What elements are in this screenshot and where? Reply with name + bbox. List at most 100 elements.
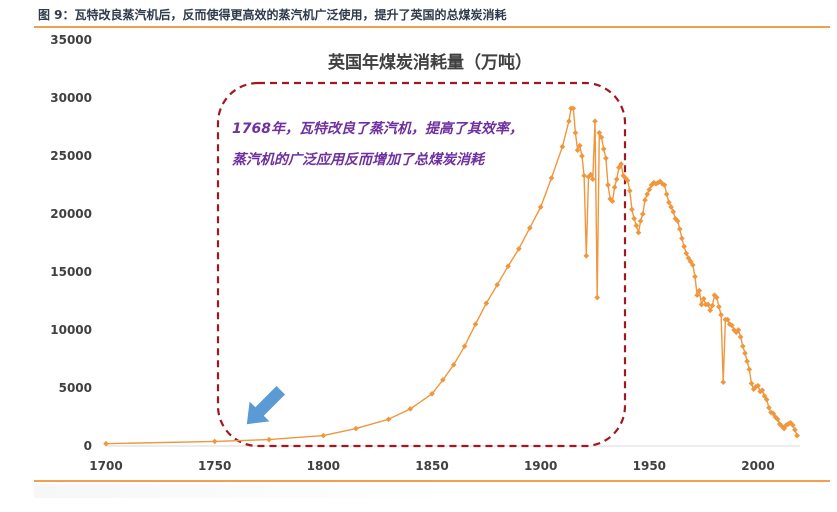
data-point [611,184,618,191]
data-point [629,206,635,213]
data-point [211,438,218,445]
data-point [713,294,720,301]
data-point [581,172,587,179]
data-point [583,252,590,259]
data-point [770,410,777,417]
data-point [605,182,611,188]
data-point [700,295,707,302]
x-tick-label: 1800 [307,459,340,473]
data-point [596,129,603,136]
x-tick-label: 1750 [198,459,231,473]
data-point [579,153,585,159]
data-point [794,432,800,439]
data-point [635,229,642,236]
y-axis-ticks: 0 5000 10000 15000 20000 25000 30000 35000 [50,33,92,453]
data-point [483,300,490,307]
arrow-icon [246,386,285,425]
data-point [718,312,724,318]
data-point [692,273,698,280]
data-point [729,322,735,329]
figure-caption: 图 9：瓦特改良蒸汽机后，反而使得更高效的蒸汽机广泛使用，提升了英国的总煤炭消耗 [38,8,507,22]
data-point [516,245,522,252]
data-point [766,404,772,411]
data-point [566,118,572,125]
data-point [574,147,581,154]
x-tick-label: 1700 [89,459,122,473]
data-point [618,161,624,167]
data-point [789,422,796,428]
y-tick-label: 20000 [50,207,92,221]
data-point [781,425,787,432]
data-point [570,105,577,112]
data-point [572,129,579,136]
data-point [663,191,670,198]
data-point [763,396,770,403]
data-point [698,301,705,308]
data-point [724,316,731,323]
data-point [709,302,716,309]
data-point [759,387,766,394]
data-point [670,208,677,215]
annotation-line-2: 蒸汽机的广泛应用反而增加了总煤炭消耗 [232,151,486,168]
data-point [748,380,755,387]
data-point [676,226,683,232]
data-point [666,199,672,206]
y-tick-label: 15000 [50,265,92,279]
data-point [744,358,750,365]
data-point [646,186,653,193]
bottom-fade [34,484,454,498]
data-point [642,197,648,203]
data-point [103,440,109,447]
bottom-rule [34,480,830,482]
data-point [600,146,607,152]
data-point [755,382,761,389]
data-point [505,263,511,270]
data-point [735,327,742,333]
highlight-box [216,81,627,448]
data-point [694,292,700,299]
data-point [472,321,479,328]
data-point [407,406,414,412]
data-point [559,143,566,150]
x-tick-label: 2000 [741,459,774,473]
data-point [707,307,714,314]
data-point [674,218,681,224]
y-tick-label: 25000 [50,149,92,163]
data-point [661,182,668,188]
data-point [626,187,633,194]
data-point [576,142,583,149]
x-axis-ticks: 1700 1750 1800 1850 1900 1950 2000 [89,459,774,473]
data-point [624,177,631,184]
data-point [613,176,620,183]
data-point [746,366,753,373]
data-point [633,222,640,229]
data-point [461,343,468,350]
data-point [739,343,746,350]
x-tick-label: 1950 [633,459,666,473]
data-point [705,301,711,308]
data-point [639,211,646,217]
data-point [353,425,359,432]
data-point [742,350,748,357]
x-tick-label: 1850 [415,459,448,473]
data-point [737,334,744,340]
data-point [385,416,392,423]
data-point [631,215,637,222]
data-point [683,250,690,257]
data-point [603,155,609,162]
y-tick-label: 35000 [50,33,92,47]
data-point [792,426,798,433]
data-point [320,432,327,439]
y-tick-label: 0 [84,439,92,453]
data-point [668,204,674,210]
data-point [616,164,622,171]
y-tick-label: 5000 [59,381,92,395]
data-point [494,281,501,288]
data-point [689,262,696,268]
top-rule [34,26,830,28]
data-point [594,294,601,301]
data-point [589,176,596,183]
data-point [696,287,703,294]
data-point [644,191,651,198]
data-point [266,436,272,443]
